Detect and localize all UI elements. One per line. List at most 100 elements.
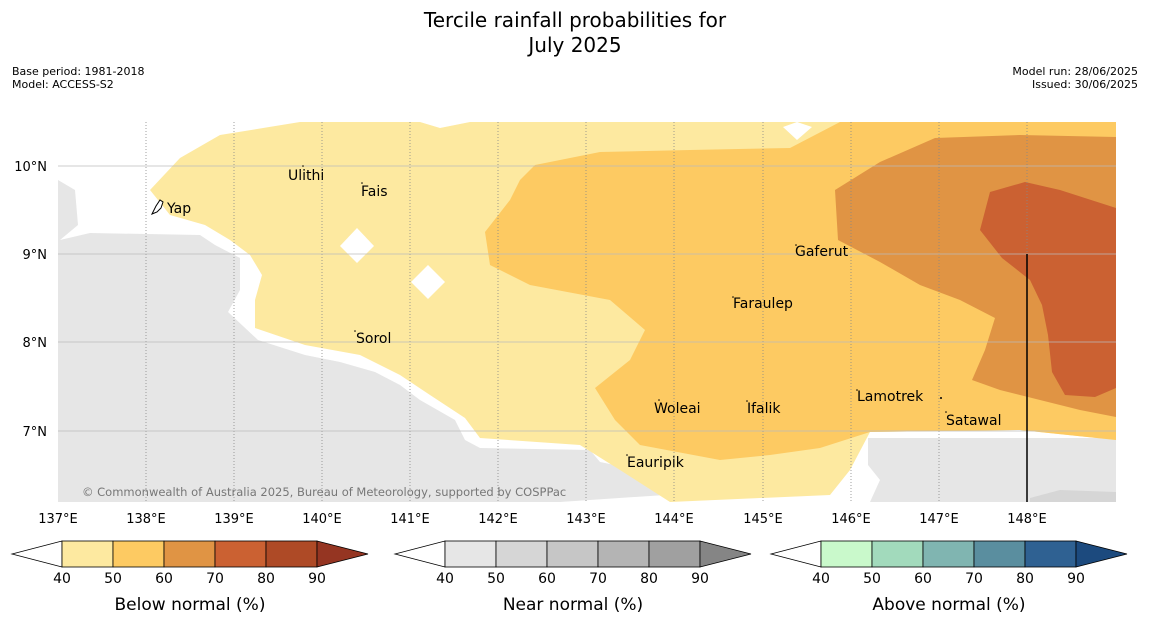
cb-tick: 60 — [538, 571, 556, 587]
place-label: Woleai — [654, 401, 701, 417]
cb-tick: 70 — [965, 571, 983, 587]
cb-above-seg-50 — [871, 540, 924, 568]
lon-tick: 141°E — [390, 512, 430, 527]
lon-tick: 143°E — [566, 512, 606, 527]
near-normal-region-west — [58, 180, 665, 502]
below-normal-70-80 — [980, 182, 1116, 397]
copyright-text: © Commonwealth of Australia 2025, Bureau… — [82, 485, 566, 499]
cb-below-seg-70 — [214, 540, 267, 568]
fais-dot — [361, 182, 363, 184]
eauripik-dot — [626, 454, 628, 456]
cb-tick: 40 — [53, 571, 71, 587]
title-line-2: July 2025 — [528, 33, 622, 57]
cb-tick: 80 — [1016, 571, 1034, 587]
cb-tick: 70 — [206, 571, 224, 587]
place-labels: Ulithi Fais Yap Gaferut Faraulep Sorol W… — [166, 168, 1001, 471]
place-label: Yap — [166, 201, 191, 217]
title-line-1: Tercile rainfall probabilities for — [423, 8, 727, 32]
below-normal-title: Below normal (%) — [115, 595, 266, 615]
satawal-dot — [945, 411, 947, 413]
cb-below-seg-50 — [112, 540, 165, 568]
cb-above-seg-70 — [973, 540, 1026, 568]
lon-tick: 147°E — [919, 512, 959, 527]
lat-tick-labels: 10°N 9°N 8°N 7°N — [14, 160, 47, 440]
colorbar-ticks: 40 50 60 70 80 90 40 50 60 70 80 90 40 5… — [53, 571, 1085, 587]
cb-above-lower-extend — [769, 540, 822, 568]
cb-below-seg-80 — [265, 540, 318, 568]
ifalik-dot — [746, 400, 748, 402]
yap-island-shape — [150, 199, 164, 215]
cb-near-seg-50 — [495, 540, 548, 568]
model-run: Model run: 28/06/2025 — [1012, 65, 1138, 78]
cb-near-seg-60 — [546, 540, 599, 568]
cb-below-seg-40 — [61, 540, 114, 568]
near-normal-title: Near normal (%) — [503, 595, 643, 615]
cb-near-seg-40 — [444, 540, 497, 568]
ulithi-dot — [302, 165, 304, 167]
place-label: Ifalik — [747, 401, 781, 417]
place-label: Satawal — [946, 413, 1001, 429]
woleai-dot — [658, 399, 660, 401]
lon-tick: 148°E — [1007, 512, 1047, 527]
lat-tick: 7°N — [23, 425, 48, 440]
lon-tick: 142°E — [478, 512, 518, 527]
near-normal-region-east — [868, 438, 1116, 502]
cb-near-lower-extend — [393, 540, 446, 568]
place-label: Gaferut — [795, 244, 849, 260]
cb-tick: 70 — [589, 571, 607, 587]
cb-below-upper-extend — [316, 540, 369, 568]
colorbar-below — [10, 540, 369, 568]
cb-tick: 90 — [1067, 571, 1085, 587]
cb-above-upper-extend — [1075, 540, 1128, 568]
chart-title: Tercile rainfall probabilities for July … — [0, 8, 1150, 58]
place-label: Eauripik — [627, 455, 685, 471]
cb-above-seg-60 — [922, 540, 975, 568]
lon-tick: 140°E — [302, 512, 342, 527]
lon-tick: 146°E — [831, 512, 871, 527]
cb-above-seg-80 — [1024, 540, 1077, 568]
cb-tick: 40 — [436, 571, 454, 587]
grid-lines — [58, 122, 1116, 502]
base-period: Base period: 1981-2018 — [12, 65, 145, 78]
sorol-dot — [354, 330, 356, 332]
cb-near-seg-80 — [648, 540, 701, 568]
cb-tick: 80 — [640, 571, 658, 587]
lon-tick: 144°E — [654, 512, 694, 527]
no-data-diamond-2 — [411, 265, 445, 299]
lat-tick: 10°N — [14, 160, 47, 175]
cb-below-seg-60 — [163, 540, 216, 568]
map-area: Ulithi Fais Yap Gaferut Faraulep Sorol W… — [58, 122, 1116, 502]
colorbar-near — [393, 540, 752, 568]
place-label: Lamotrek — [857, 389, 924, 405]
lon-tick: 145°E — [743, 512, 783, 527]
place-label: Ulithi — [288, 168, 324, 184]
model-name: Model: ACCESS-S2 — [12, 78, 114, 91]
colorbar-titles: Below normal (%) Near normal (%) Above n… — [115, 595, 1026, 615]
place-label: Sorol — [356, 331, 391, 347]
meta-right: Model run: 28/06/2025 Issued: 30/06/2025 — [1012, 65, 1138, 91]
above-normal-title: Above normal (%) — [872, 595, 1025, 615]
cb-near-seg-70 — [597, 540, 650, 568]
cb-tick: 60 — [914, 571, 932, 587]
lon-tick: 139°E — [214, 512, 254, 527]
lamotrek-dot — [856, 389, 858, 391]
cb-tick: 90 — [691, 571, 709, 587]
place-label: Fais — [361, 184, 388, 200]
faraulep-dot — [732, 296, 734, 298]
cb-tick: 40 — [812, 571, 830, 587]
cb-tick: 50 — [487, 571, 505, 587]
island-dots — [302, 165, 947, 456]
cb-below-lower-extend — [10, 540, 63, 568]
cb-above-seg-40 — [820, 540, 873, 568]
cb-tick: 60 — [155, 571, 173, 587]
lon-tick-labels: 137°E 138°E 139°E 140°E 141°E 142°E 143°… — [38, 512, 1047, 527]
lamotrek-extra-dot — [940, 397, 942, 399]
cb-tick: 90 — [308, 571, 326, 587]
lon-tick: 138°E — [126, 512, 166, 527]
near-normal-region-southeast — [1030, 490, 1116, 502]
gaferut-dot — [795, 244, 797, 246]
issued-date: Issued: 30/06/2025 — [1031, 78, 1138, 91]
place-label: Faraulep — [733, 296, 793, 312]
cb-tick: 50 — [863, 571, 881, 587]
